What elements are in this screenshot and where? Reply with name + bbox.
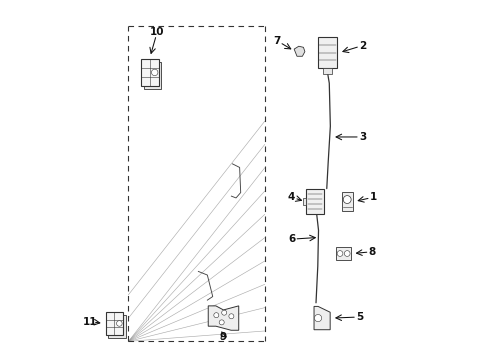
Circle shape	[117, 321, 122, 326]
Polygon shape	[314, 306, 330, 330]
Circle shape	[151, 69, 158, 76]
Text: 11: 11	[83, 317, 98, 327]
Text: 1: 1	[370, 192, 377, 202]
Text: 4: 4	[288, 192, 295, 202]
Bar	[306, 189, 323, 215]
Circle shape	[219, 320, 224, 325]
Text: 10: 10	[150, 27, 164, 37]
Text: 8: 8	[368, 247, 376, 257]
Polygon shape	[208, 306, 239, 330]
Bar	[141, 59, 159, 86]
Polygon shape	[128, 26, 265, 341]
Circle shape	[229, 314, 234, 319]
Circle shape	[343, 195, 351, 203]
Bar	[303, 198, 306, 206]
Circle shape	[214, 313, 219, 318]
Circle shape	[337, 251, 343, 256]
Circle shape	[315, 315, 321, 321]
Text: 6: 6	[288, 234, 295, 244]
Text: 2: 2	[359, 41, 366, 50]
Text: 7: 7	[273, 36, 281, 46]
Text: 3: 3	[359, 132, 366, 142]
Bar	[322, 68, 332, 75]
Circle shape	[344, 251, 350, 256]
Text: 5: 5	[356, 312, 364, 322]
Bar	[318, 37, 337, 68]
Circle shape	[221, 310, 227, 315]
Bar	[337, 247, 351, 260]
Polygon shape	[294, 46, 305, 56]
Bar	[108, 315, 125, 338]
Bar	[105, 312, 122, 335]
Bar	[144, 62, 161, 89]
Text: 9: 9	[220, 332, 227, 342]
Bar	[342, 192, 353, 211]
